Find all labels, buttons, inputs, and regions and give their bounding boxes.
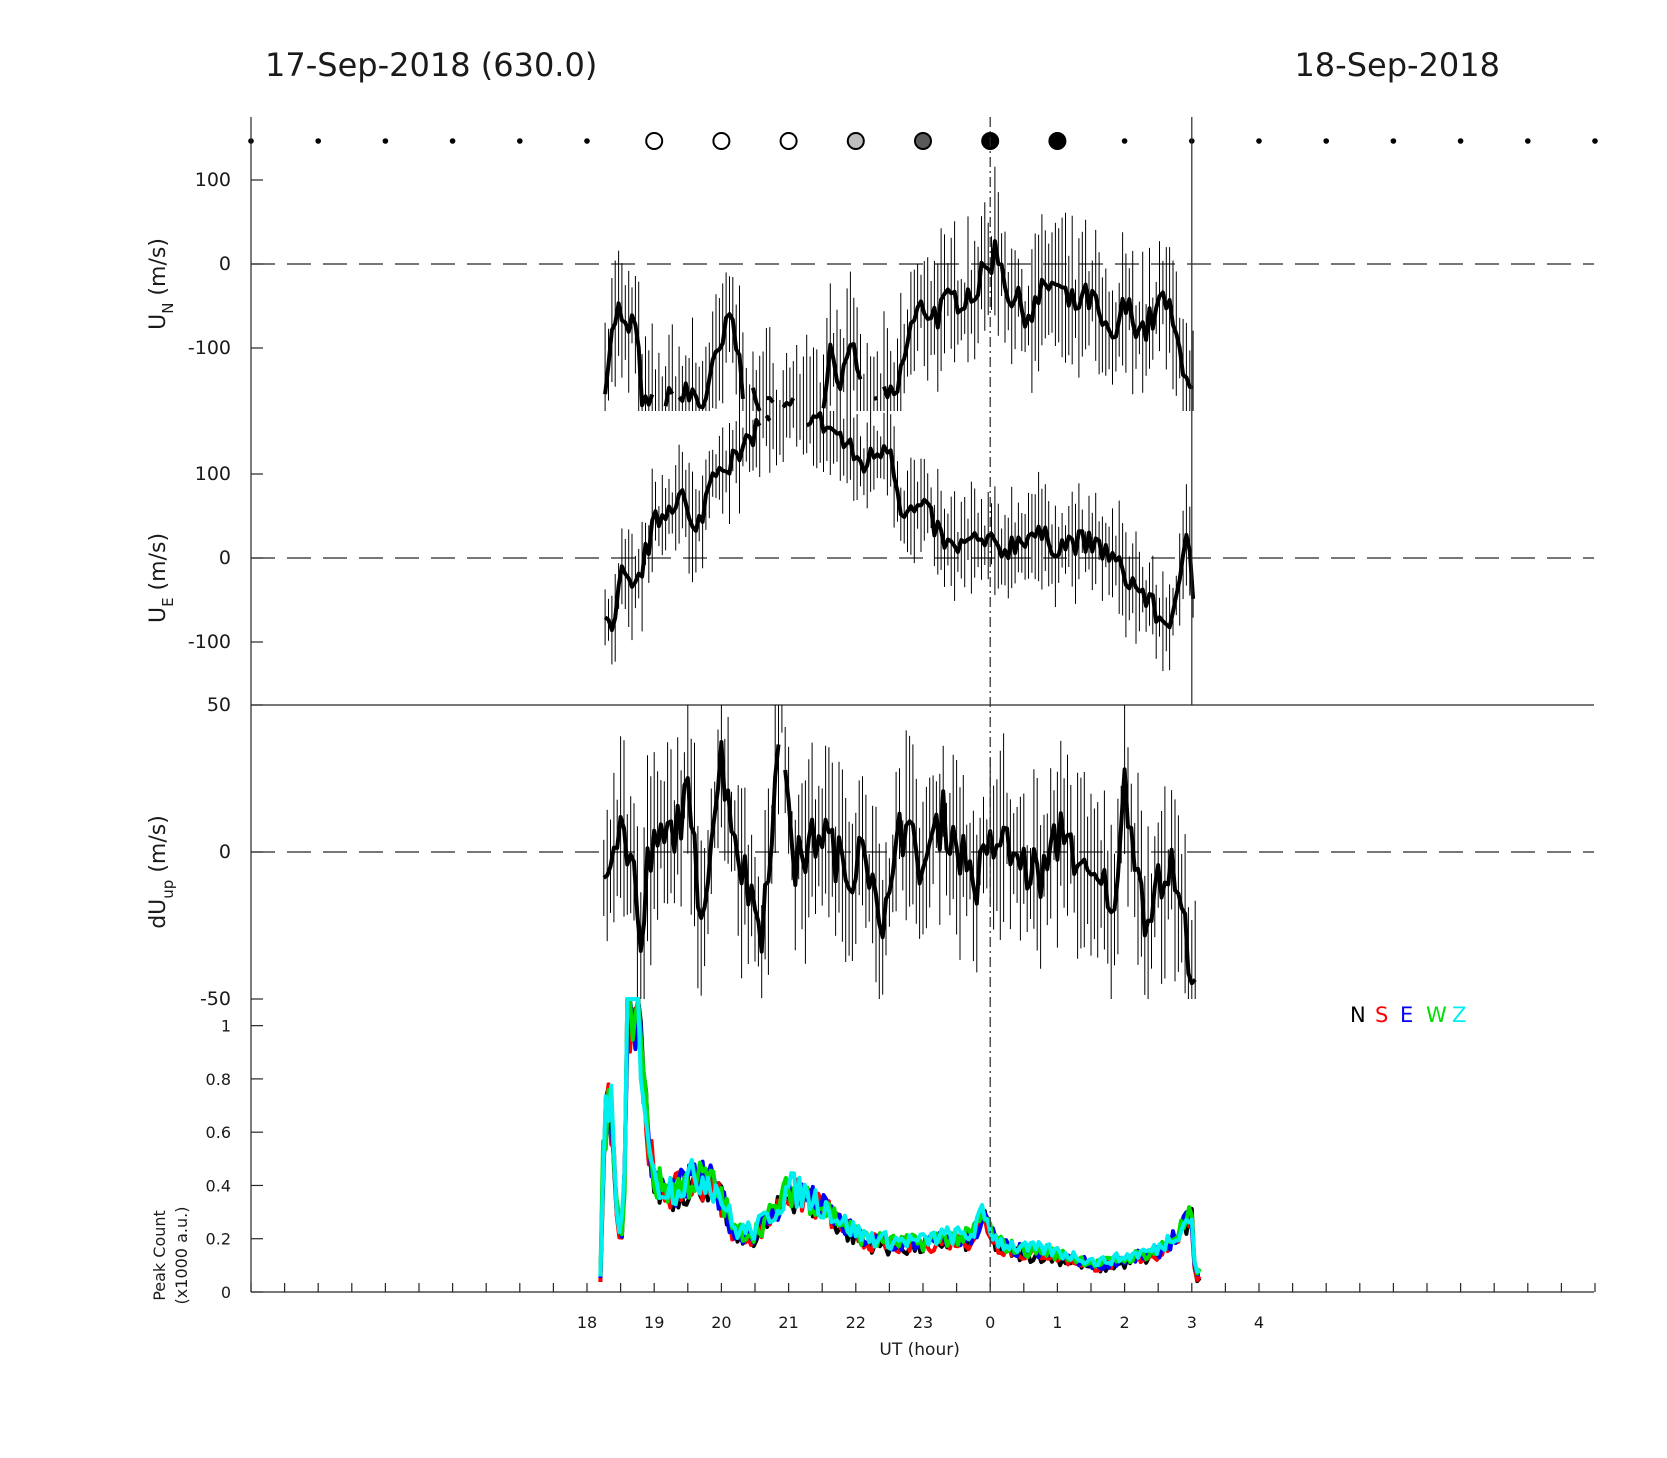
moon-marker-circle: [712, 132, 731, 150]
y-tick-label: -100: [188, 337, 231, 359]
y-tick-label: 0: [219, 253, 231, 275]
x-tick-label: 1: [1052, 1313, 1062, 1332]
moon-marker-circle: [1048, 132, 1067, 150]
panel-ue: 100 0 -100 UE (m/s): [146, 411, 1594, 705]
y-label-unit: (m/s): [146, 533, 171, 597]
y-label-main: U: [146, 314, 171, 330]
error-bars-ue: [604, 411, 1194, 672]
moon-marker-dot: [315, 138, 322, 144]
moon-marker-dot: [382, 138, 389, 144]
y-tick-label: 0.4: [206, 1176, 231, 1195]
moon-marker-circle: [779, 132, 798, 150]
y-label-subscript: up: [159, 880, 177, 899]
y-label-unit: (m/s): [146, 815, 171, 879]
moon-marker-dot: [584, 138, 590, 144]
y-tick-label: -50: [200, 988, 231, 1010]
legend-n: N: [1350, 1003, 1366, 1027]
moon-marker-dot: [1592, 138, 1598, 144]
wind-series-un: [781, 397, 796, 409]
y-axis-label-ue: UE (m/s): [146, 533, 177, 623]
wind-series-ue: [603, 418, 762, 633]
y-tick-label: 100: [195, 463, 231, 485]
y-label-unit: (m/s): [146, 238, 171, 302]
legend-e: E: [1400, 1003, 1413, 1027]
y-label-main: dU: [146, 899, 171, 929]
left-date-title: 17-Sep-2018 (630.0): [265, 46, 597, 84]
time-reference-lines: [989, 117, 1193, 1292]
x-axis-label: UT (hour): [879, 1340, 959, 1360]
x-tick-label: 23: [913, 1313, 933, 1332]
wind-series-un: [882, 239, 1194, 400]
legend-z: Z: [1452, 1003, 1466, 1027]
panel-dup: 50 0 -50 dUup (m/s): [146, 694, 1594, 1010]
moon-marker-dot: [1256, 138, 1262, 144]
y-axis-label-count-unit: (x1000 a.u.): [172, 1207, 191, 1305]
wind-series-ue: [764, 414, 772, 422]
panel-un: 100 0 -100 UN (m/s): [146, 117, 1594, 412]
moon-marker-dot: [1323, 138, 1329, 144]
wind-series-un: [873, 395, 878, 401]
wind-series-un: [821, 342, 863, 409]
moon-marker-dot: [1121, 138, 1128, 144]
x-tick-label: 22: [846, 1313, 866, 1332]
y-tick-label: 0: [221, 1283, 231, 1302]
moon-marker-dot: [1390, 138, 1397, 144]
moon-marker-circle: [645, 132, 664, 150]
y-tick-label: 0.6: [206, 1123, 231, 1142]
moon-marker-dot: [449, 138, 456, 144]
y-label-subscript: E: [159, 597, 177, 606]
x-tick-label: 20: [711, 1313, 731, 1332]
moon-marker-dot: [1525, 138, 1531, 144]
peak-count-line-z: [598, 997, 1201, 1277]
y-tick-label: 50: [207, 694, 231, 716]
wind-series-un: [677, 312, 745, 410]
wind-series-dup: [602, 740, 781, 954]
moon-marker-dot: [1457, 138, 1464, 144]
x-axis: 18 19 20 21 22 23 0 1 2 3 4UT (hour): [250, 1283, 1596, 1360]
x-tick-label: 3: [1187, 1313, 1197, 1332]
y-tick-label: 1: [221, 1017, 231, 1036]
y-label-subscript: N: [159, 303, 177, 314]
y-tick-label: 0.2: [206, 1230, 231, 1249]
moon-marker-dot: [517, 138, 523, 144]
x-tick-label: 2: [1120, 1313, 1130, 1332]
moon-phase-markers: [248, 132, 1598, 150]
x-tick-label: 4: [1254, 1313, 1264, 1332]
wind-series-un: [663, 386, 675, 407]
y-tick-label: 0.8: [206, 1070, 231, 1089]
y-label-main: U: [146, 607, 171, 623]
y-tick-label: 0: [219, 841, 231, 863]
peak-count-line-w: [598, 997, 1202, 1276]
legend-s: S: [1375, 1003, 1388, 1027]
moon-marker-circle: [914, 132, 932, 150]
y-tick-label: -100: [188, 631, 231, 653]
y-axis-label-count: Peak Count: [150, 1210, 169, 1301]
x-tick-label: 21: [778, 1313, 798, 1332]
panel-count: 0 0.2 0.4 0.6 0.8 1 Peak Count (x1000 a.u.) N S E W…: [150, 997, 1596, 1360]
peak-count-series: [598, 997, 1202, 1284]
wind-series-un: [766, 396, 775, 404]
y-axis-label-dup: dUup (m/s): [146, 815, 177, 929]
y-tick-label: 100: [195, 169, 231, 191]
wind-series-un: [603, 301, 655, 408]
x-tick-label: 19: [644, 1313, 664, 1332]
legend-w: W: [1426, 1003, 1447, 1027]
x-tick-label: 18: [577, 1313, 597, 1332]
moon-marker-circle: [846, 132, 865, 150]
y-tick-label: 0: [219, 547, 231, 569]
wind-series-ue: [805, 411, 1196, 630]
wind-series-un: [751, 387, 762, 412]
right-date-title: 18-Sep-2018: [1294, 46, 1500, 84]
x-tick-label: 0: [985, 1313, 995, 1332]
y-axis-label-un: UN (m/s): [146, 238, 177, 330]
